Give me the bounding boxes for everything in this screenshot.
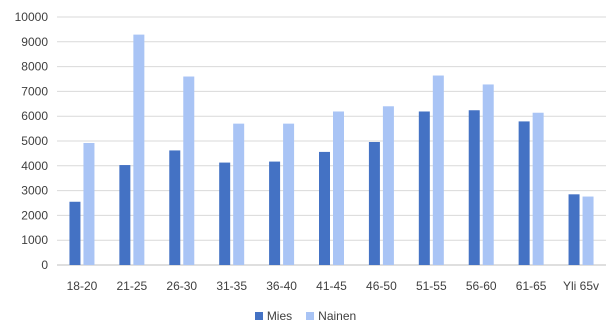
bar-nainen-yli-65v — [582, 196, 594, 265]
bar-mies-26-30 — [169, 150, 181, 265]
legend-item-nainen: Nainen — [306, 309, 356, 323]
y-tick-label: 9000 — [21, 35, 48, 49]
x-tick-label: Yli 65v — [563, 279, 599, 293]
x-tick-label: 46-50 — [366, 279, 397, 293]
x-tick-label: 26-30 — [166, 279, 197, 293]
x-tick-label: 18-20 — [67, 279, 98, 293]
gridlines — [57, 16, 606, 266]
bar-nainen-41-45 — [333, 111, 344, 265]
y-tick-label: 8000 — [21, 60, 48, 74]
x-tick-label: 61-65 — [516, 279, 547, 293]
bar-nainen-18-20 — [83, 142, 95, 265]
y-tick-label: 10000 — [15, 10, 49, 24]
x-axis-ticks: 18-20 21-25 26-30 31-35 36-40 41-45 46-50 51-55… — [67, 279, 599, 293]
legend-label-mies: Mies — [266, 309, 293, 323]
legend-item-mies: Mies — [254, 309, 293, 323]
bar-mies-31-35 — [219, 162, 231, 265]
bar-nainen-61-65 — [532, 112, 544, 265]
y-axis-ticks: 0 1000 2000 3000 4000 5000 6000 7000 8000 9000 100… — [15, 10, 49, 272]
bar-mies-51-55 — [418, 111, 430, 265]
x-tick-label: 31-35 — [216, 279, 247, 293]
y-tick-label: 6000 — [21, 109, 48, 123]
bar-mies-46-50 — [368, 141, 380, 265]
bar-nainen-56-60 — [482, 84, 494, 266]
x-tick-label: 36-40 — [266, 279, 297, 293]
x-tick-label: 41-45 — [316, 279, 347, 293]
bar-chart: 0 1000 2000 3000 4000 5000 6000 7000 8000 9000 100… — [15, 10, 606, 293]
bar-mies-41-45 — [319, 151, 330, 265]
bar-mies-36-40 — [269, 161, 281, 265]
y-tick-label: 5000 — [21, 134, 48, 148]
legend-label-nainen: Nainen — [318, 309, 357, 323]
y-tick-label: 7000 — [21, 84, 48, 98]
bar-mies-61-65 — [518, 121, 530, 266]
y-tick-label: 1000 — [21, 233, 48, 247]
legend-swatch-mies — [254, 312, 263, 320]
bar-nainen-36-40 — [283, 123, 295, 265]
y-tick-label: 2000 — [21, 208, 48, 222]
y-tick-label: 0 — [41, 258, 48, 272]
legend-swatch-nainen — [306, 312, 315, 320]
bar-mies-21-25 — [119, 165, 131, 265]
x-tick-label: 21-25 — [117, 279, 148, 293]
bar-mies-18-20 — [69, 201, 81, 265]
bar-nainen-51-55 — [432, 75, 444, 265]
x-tick-label: 51-55 — [416, 279, 447, 293]
bar-mies-yli-65v — [568, 194, 580, 265]
bar-nainen-21-25 — [133, 34, 145, 265]
bars — [69, 34, 594, 266]
y-tick-label: 4000 — [21, 159, 48, 173]
bar-nainen-26-30 — [183, 76, 195, 266]
y-tick-label: 3000 — [21, 184, 48, 198]
bar-mies-56-60 — [468, 110, 480, 265]
bar-nainen-46-50 — [382, 106, 394, 265]
bar-nainen-31-35 — [233, 123, 245, 265]
legend: Mies Nainen — [0, 309, 611, 323]
x-tick-label: 56-60 — [466, 279, 497, 293]
